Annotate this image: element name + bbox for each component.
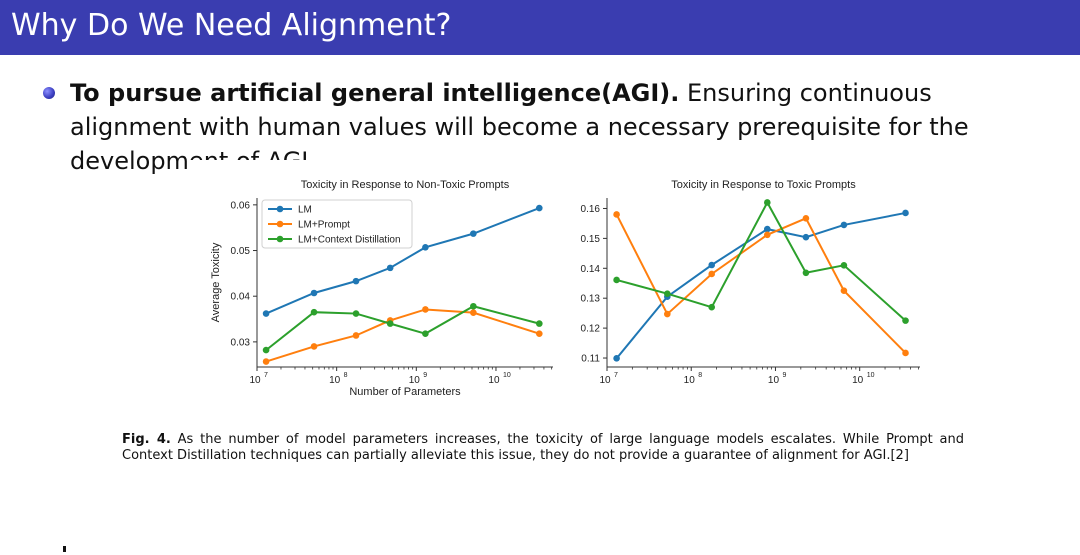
data-point-lm (613, 355, 620, 362)
data-point-lm (352, 277, 360, 285)
x-axis-label: Number of Parameters (349, 386, 461, 398)
y-tick-label: 0.04 (231, 292, 251, 303)
bullet-body-text: Ensuring continuous alignment with human… (70, 79, 969, 175)
y-tick-label: 0.11 (581, 354, 600, 365)
x-tick-label: 10 (488, 375, 500, 386)
data-point-lm (763, 225, 771, 233)
y-axis-label: Average Toxicity (210, 242, 222, 322)
data-point-lm-prompt (802, 215, 810, 222)
bullet-icon (43, 87, 55, 99)
data-point-lm-context-distillation (902, 317, 909, 324)
x-tick-label: 10 (409, 375, 421, 386)
data-point-lm-prompt (840, 287, 848, 295)
data-point-lm-prompt (262, 358, 270, 365)
x-tick-exponent: 8 (344, 372, 348, 379)
x-tick-exponent: 8 (698, 372, 702, 379)
data-point-lm-prompt (708, 270, 716, 278)
data-point-lm (470, 230, 477, 237)
chart-title: Toxicity in Response to Toxic Prompts (671, 179, 856, 191)
x-tick-exponent: 7 (614, 372, 618, 379)
chart-non-toxic-prompts: Toxicity in Response to Non-Toxic Prompt… (210, 179, 553, 398)
legend-entry: LM (298, 205, 312, 216)
data-point-lm (422, 244, 429, 251)
legend-entry: LM+Prompt (298, 220, 350, 231)
data-point-lm (840, 221, 848, 229)
data-point-lm-context-distillation (470, 302, 477, 310)
caption-text: As the number of model parameters increa… (122, 432, 965, 463)
legend-swatch-marker (276, 205, 284, 213)
y-tick-label: 0.06 (231, 200, 251, 211)
x-tick-label: 10 (768, 375, 780, 386)
data-point-lm (310, 289, 318, 297)
x-tick-exponent: 9 (782, 372, 786, 379)
data-point-lm-context-distillation (386, 320, 394, 327)
data-point-lm-context-distillation (840, 262, 848, 269)
series-line-lm (615, 211, 906, 359)
data-point-lm-context-distillation (262, 346, 270, 354)
y-tick-label: 0.05 (231, 246, 251, 257)
data-point-lm-context-distillation (536, 320, 543, 327)
x-tick-exponent: 10 (867, 372, 875, 379)
data-point-lm-context-distillation (802, 269, 810, 277)
caption-label: Fig. 4. (122, 432, 171, 447)
data-point-lm-context-distillation (763, 199, 771, 206)
data-point-lm-prompt (352, 332, 360, 339)
y-tick-label: 0.12 (581, 324, 601, 335)
x-tick-label: 10 (249, 375, 261, 386)
slide-header: Why Do We Need Alignment? (0, 0, 1080, 55)
data-point-lm-context-distillation (422, 330, 429, 337)
bullet-bold-text: To pursue artificial general intelligenc… (70, 79, 680, 107)
y-tick-label: 0.03 (231, 337, 251, 348)
data-point-lm (708, 261, 716, 269)
legend-swatch-marker (276, 220, 284, 228)
x-tick-label: 10 (684, 375, 696, 386)
data-point-lm-prompt (902, 349, 909, 357)
y-tick-label: 0.16 (581, 204, 601, 215)
data-point-lm-prompt (763, 231, 771, 239)
y-tick-label: 0.15 (581, 234, 601, 245)
x-tick-exponent: 10 (503, 372, 511, 379)
data-point-lm-prompt (536, 330, 543, 337)
data-point-lm (386, 264, 394, 272)
chart-toxic-prompts: Toxicity in Response to Toxic Prompts 0.1… (581, 179, 920, 386)
series-line-lm-context-distillation (265, 305, 540, 351)
data-point-lm-context-distillation (613, 276, 620, 284)
legend-entry: LM+Context Distillation (298, 235, 401, 246)
data-point-lm-context-distillation (310, 308, 318, 316)
data-point-lm (902, 209, 909, 217)
series-line-lm-prompt (615, 213, 907, 354)
y-tick-label: 0.13 (581, 294, 601, 305)
chart-title: Toxicity in Response to Non-Toxic Prompt… (301, 179, 510, 191)
data-point-lm-context-distillation (352, 310, 360, 317)
legend-box (261, 199, 413, 249)
data-point-lm (536, 204, 543, 212)
data-point-lm-prompt (613, 211, 620, 218)
x-tick-exponent: 7 (264, 372, 268, 379)
data-point-lm-prompt (664, 310, 671, 318)
data-point-lm-context-distillation (664, 290, 671, 298)
data-point-lm-context-distillation (708, 303, 716, 311)
slide-mark (63, 546, 66, 552)
bullet-paragraph: To pursue artificial general intelligenc… (70, 76, 1060, 178)
data-point-lm (802, 233, 810, 241)
slide-title: Why Do We Need Alignment? (11, 8, 452, 43)
data-point-lm-prompt (422, 306, 429, 313)
data-point-lm-prompt (470, 309, 477, 316)
data-point-lm (262, 310, 270, 317)
x-tick-label: 10 (852, 375, 864, 386)
y-tick-label: 0.14 (581, 264, 601, 275)
series-line-lm-context-distillation (616, 200, 907, 322)
figure-caption: Fig. 4. As the number of model parameter… (122, 432, 964, 464)
data-point-lm-prompt (310, 343, 318, 350)
x-tick-label: 10 (329, 375, 341, 386)
x-tick-label: 10 (599, 375, 611, 386)
legend-swatch-marker (276, 235, 284, 243)
x-tick-exponent: 9 (423, 372, 427, 379)
